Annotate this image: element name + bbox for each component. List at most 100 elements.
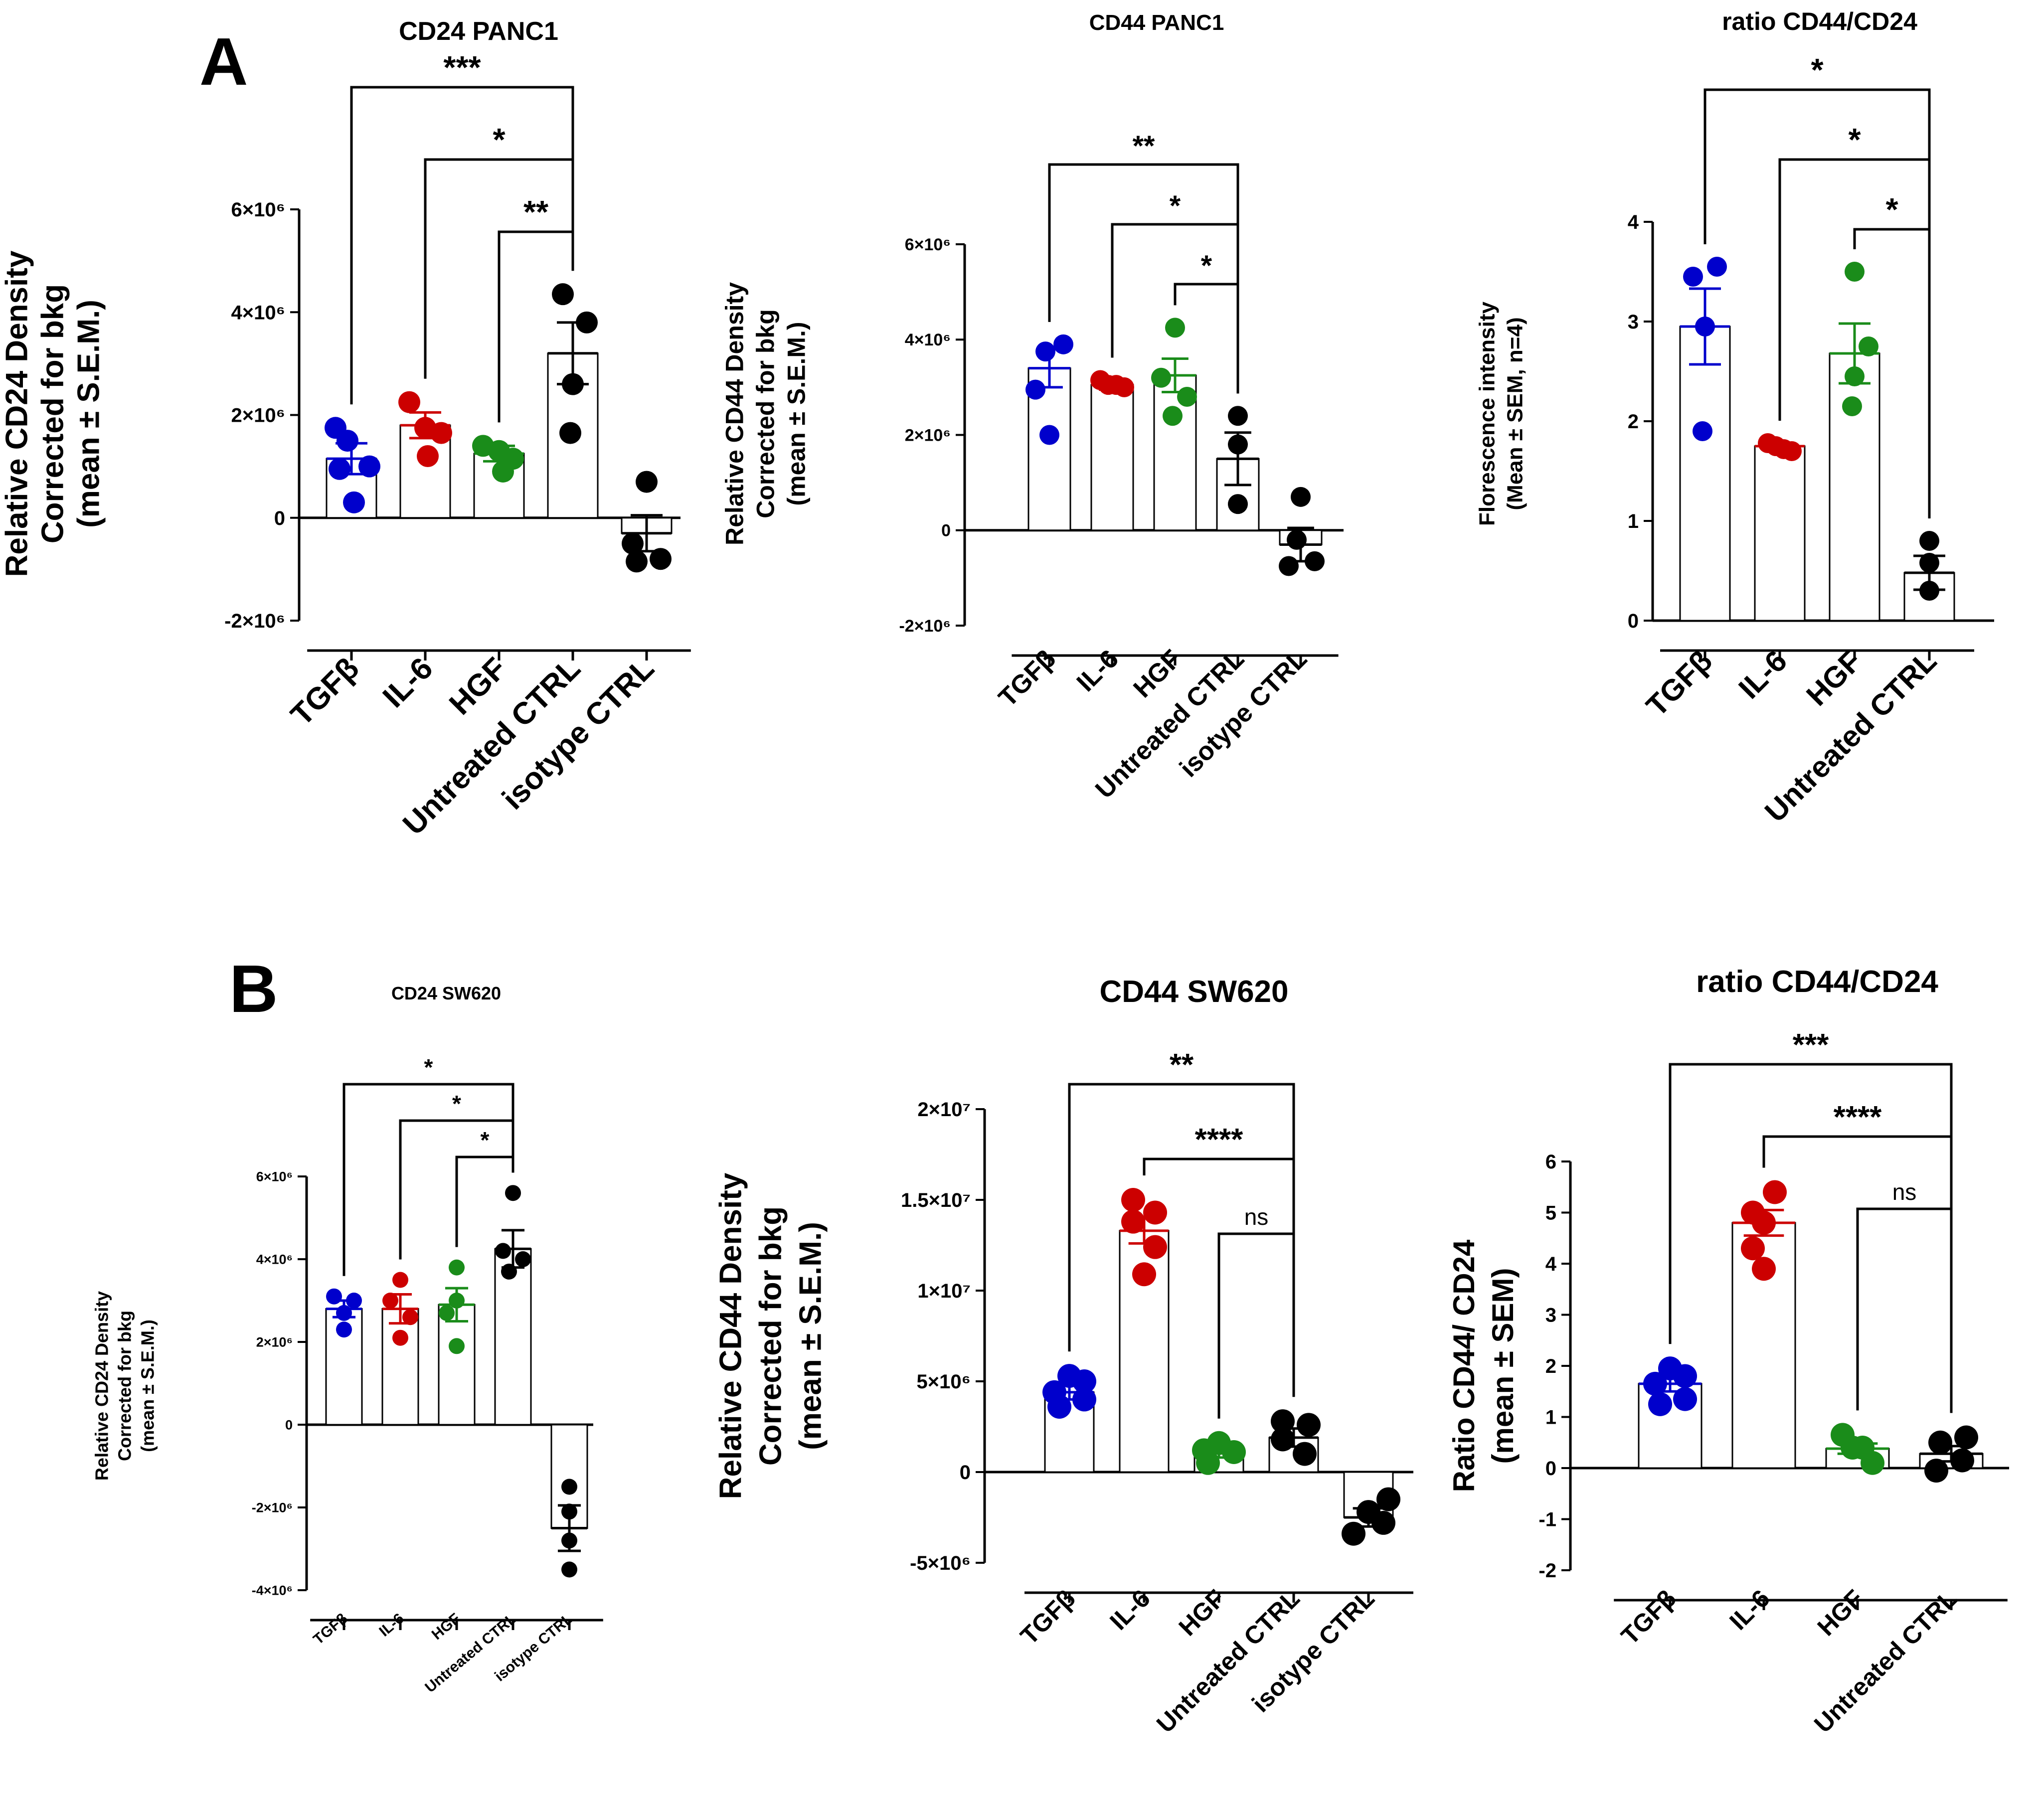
data-point-tgf (343, 491, 365, 513)
chart-title: ratio CD44/CD24 (1696, 965, 1938, 999)
data-point-il-6 (1143, 1235, 1167, 1259)
y-axis-label-line: (mean ± S.E.M.) (794, 1222, 828, 1450)
data-point-untreated-ctrl (515, 1251, 531, 1267)
data-point-tgf (1707, 257, 1727, 277)
data-point-hgf (492, 460, 514, 483)
y-axis-label-line: Relative CD44 Density (721, 282, 749, 545)
data-point-il-6 (1752, 1257, 1776, 1281)
y-tick-label: 2 (1545, 1355, 1556, 1377)
data-point-tgf (1673, 1387, 1697, 1411)
y-axis-label-line: (mean ± S.E.M.) (138, 1320, 158, 1452)
data-point-untreated-ctrl (1954, 1425, 1978, 1450)
significance-label: ns (1892, 1179, 1916, 1205)
significance-label: ** (1133, 130, 1155, 162)
y-tick-label: 5 (1545, 1202, 1556, 1224)
panel-letter-a: A (199, 24, 248, 99)
data-point-il-6 (1121, 1188, 1145, 1212)
data-point-hgf (1861, 1451, 1884, 1475)
data-point-isotype-ctrl (561, 1561, 577, 1578)
data-point-tgf (1039, 425, 1059, 445)
significance-bracket (424, 158, 574, 379)
data-point-tgf (1035, 341, 1055, 362)
data-point-untreated-ctrl (501, 1263, 517, 1280)
y-tick-label: 6×10⁶ (905, 235, 951, 254)
bar-il-6 (381, 1308, 419, 1426)
data-point-il-6 (382, 1293, 398, 1309)
data-point-isotype-ctrl (626, 550, 648, 573)
y-tick-label: 1×10⁷ (917, 1280, 971, 1302)
data-point-untreated-ctrl (1228, 406, 1248, 426)
chart-title: ratio CD44/CD24 (1722, 7, 1917, 35)
bar-il-6 (1090, 384, 1134, 531)
data-point-untreated-ctrl (495, 1243, 511, 1259)
chart-title: CD44 PANC1 (1089, 10, 1224, 35)
data-point-untreated-ctrl (505, 1185, 521, 1201)
significance-label: ** (1170, 1048, 1194, 1082)
data-point-untreated-ctrl (552, 283, 574, 306)
y-tick-label: 2×10⁶ (231, 405, 285, 427)
data-point-isotype-ctrl (561, 1479, 577, 1495)
y-tick-label: 0 (285, 1417, 293, 1432)
data-point-hgf (1151, 367, 1171, 388)
y-axis-label: Relative CD44 Density Corrected for bkg (m… (721, 282, 811, 545)
data-point-tgf (329, 458, 350, 480)
data-point-tgf (1047, 1394, 1071, 1419)
data-point-tgf (1053, 334, 1073, 354)
y-tick-label: 4×10⁶ (256, 1252, 293, 1267)
y-axis-label-line: (Mean ± SEM, n=4) (1503, 317, 1527, 510)
y-tick-label: -2 (1538, 1560, 1556, 1582)
y-axis-label-line: Corrected for bkg (752, 309, 780, 518)
panel-letter-b: B (229, 951, 278, 1026)
chart-title: CD44 SW620 (1099, 975, 1288, 1009)
data-point-hgf (1163, 406, 1183, 426)
data-point-isotype-ctrl (1279, 556, 1299, 576)
y-axis-label: Ratio CD44/ CD24 (mean ± SEM) (1447, 1239, 1520, 1492)
data-point-isotype-ctrl (1291, 487, 1311, 507)
significance-bracket (1856, 1207, 1953, 1413)
data-point-tgf (1072, 1369, 1096, 1393)
significance-bracket (1217, 1232, 1295, 1419)
significance-bracket (399, 1119, 514, 1260)
data-point-il-6 (1114, 377, 1134, 397)
chart-title: CD24 PANC1 (399, 17, 558, 46)
data-point-untreated-ctrl (1271, 1409, 1295, 1434)
data-point-tgf (326, 1288, 342, 1305)
significance-label: *** (443, 49, 481, 85)
significance-label: * (1848, 122, 1861, 158)
data-point-hgf (449, 1259, 465, 1276)
y-axis-label-line: Corrected for bkg (754, 1206, 788, 1466)
y-axis-label-line: Corrected for bkg (115, 1311, 135, 1461)
y-tick-label: 6×10⁶ (231, 199, 285, 221)
y-tick-label: 2×10⁶ (905, 426, 951, 445)
significance-label: **** (1834, 1100, 1882, 1135)
significance-label: ** (523, 194, 548, 230)
y-tick-label: 0 (274, 507, 285, 529)
y-tick-label: 1.5×10⁷ (901, 1189, 971, 1211)
y-axis-label-line: Florescence intensity (1475, 302, 1499, 526)
data-point-il-6 (1741, 1236, 1765, 1261)
data-point-isotype-ctrl (1342, 1521, 1365, 1546)
y-tick-label: 3 (1545, 1305, 1556, 1326)
data-point-isotype-ctrl (622, 532, 644, 555)
significance-label: * (493, 122, 505, 158)
significance-label: * (424, 1054, 433, 1080)
significance-label: * (1885, 191, 1898, 227)
data-point-hgf (1196, 1451, 1220, 1475)
y-tick-label: 1 (1628, 510, 1639, 532)
significance-label: ns (1244, 1204, 1268, 1230)
data-point-isotype-ctrl (636, 471, 658, 493)
data-point-il-6 (1143, 1200, 1167, 1225)
data-point-il-6 (1132, 1262, 1156, 1287)
data-point-hgf (439, 1305, 455, 1321)
y-tick-label: 6 (1545, 1151, 1556, 1173)
data-point-tgf (1025, 379, 1045, 400)
significance-label: * (1811, 52, 1823, 88)
data-point-hgf (1859, 336, 1878, 356)
data-point-isotype-ctrl (1371, 1510, 1395, 1535)
y-tick-label: -2×10⁶ (899, 617, 951, 636)
chart-cd24-panc1: CD24 PANC1 Relative CD24 DensityCorrected… (0, 17, 691, 842)
data-point-untreated-ctrl (1924, 1459, 1948, 1483)
significance-bracket (1853, 228, 1931, 518)
